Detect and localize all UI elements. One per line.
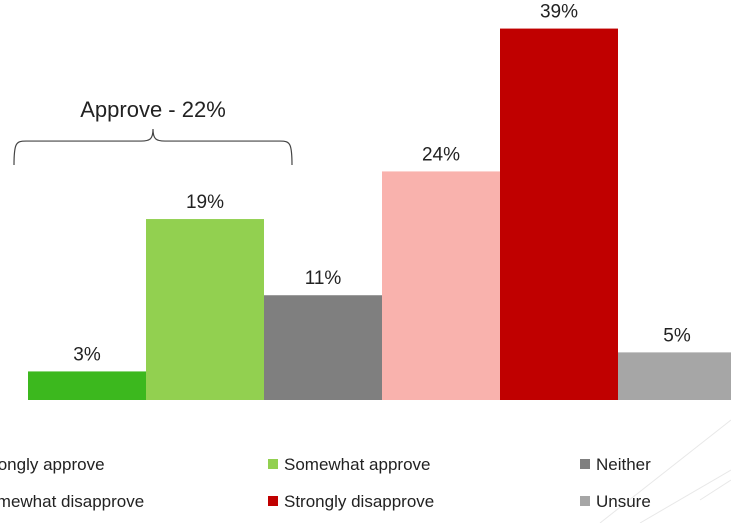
legend-swatch <box>580 459 590 469</box>
bars-layer <box>28 28 731 400</box>
legend-swatch <box>580 496 590 506</box>
legend-swatch <box>268 496 278 506</box>
bar-neither <box>264 295 382 400</box>
legend-label: Strongly approve <box>0 455 105 474</box>
group-brace <box>13 129 293 166</box>
data-label: 19% <box>186 192 224 213</box>
data-label: 24% <box>422 144 460 165</box>
legend: Strongly approve Somewhat approve Neither S… <box>0 455 651 511</box>
data-label: 5% <box>663 325 691 346</box>
bar-strongly-approve <box>28 371 146 400</box>
legend-label: Strongly disapprove <box>284 492 434 511</box>
legend-label: Neither <box>596 455 651 474</box>
group-label: Approve - 22% <box>80 97 226 122</box>
data-label: 11% <box>305 268 342 289</box>
data-label: 3% <box>73 344 101 365</box>
legend-label: Somewhat approve <box>284 455 430 474</box>
data-labels-layer: 3% 19% 11% 24% 39% 5% <box>73 2 691 366</box>
data-label: 39% <box>540 2 578 23</box>
bar-unsure <box>618 352 731 400</box>
legend-label: Somewhat disapprove <box>0 492 144 511</box>
legend-swatch <box>268 459 278 469</box>
decorative-background <box>599 419 731 523</box>
legend-label: Unsure <box>596 492 651 511</box>
group-braces-layer: Approve - 22%Disapprove - 63% <box>13 97 293 166</box>
bar-somewhat-disapprove <box>382 171 500 400</box>
bar-somewhat-approve <box>146 219 264 400</box>
bar-strongly-disapprove <box>500 28 618 400</box>
